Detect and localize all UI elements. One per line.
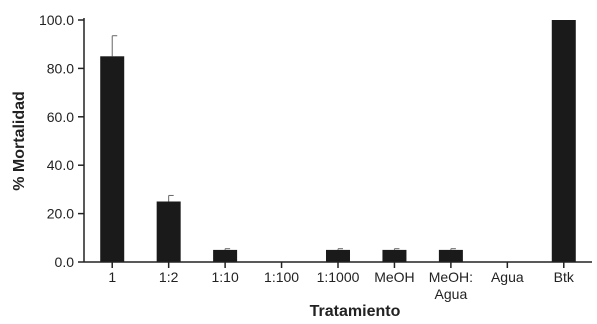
y-tick-label: 60.0: [47, 109, 74, 125]
y-tick-label: 40.0: [47, 157, 74, 173]
x-tick-label: MeOH: Agua: [429, 269, 473, 302]
x-tick-label: Agua: [491, 269, 524, 285]
bars: [100, 20, 576, 262]
x-axis-title: Tratamiento: [310, 303, 401, 320]
bar: [100, 56, 125, 262]
x-axis-ticks: 1 1:2 1:10 1:100 1:1000 MeOH MeOH: Agua Agua Btk: [108, 262, 575, 302]
x-tick-label: 1:1000: [317, 269, 360, 285]
bar: [551, 20, 576, 262]
bar: [213, 249, 238, 262]
x-tick-label: 1:2: [159, 269, 179, 285]
y-tick-label: 100.0: [39, 12, 74, 28]
y-tick-label: 0.0: [55, 254, 75, 270]
bar: [438, 249, 463, 262]
y-tick-label: 20.0: [47, 206, 74, 222]
x-tick-label: 1: [108, 269, 116, 285]
x-tick-label: MeOH: [374, 269, 414, 285]
x-tick-label: Btk: [554, 269, 575, 285]
x-tick-label: 1:100: [264, 269, 299, 285]
bar: [326, 249, 350, 262]
bar: [382, 249, 407, 262]
y-axis-title: % Mortalidad: [11, 91, 28, 191]
x-tick-label: 1:10: [211, 269, 238, 285]
bar: [156, 201, 181, 262]
y-axis-ticks: 0.0 20.0 40.0 60.0 80.0 100.0: [39, 12, 84, 270]
y-tick-label: 80.0: [47, 60, 74, 76]
